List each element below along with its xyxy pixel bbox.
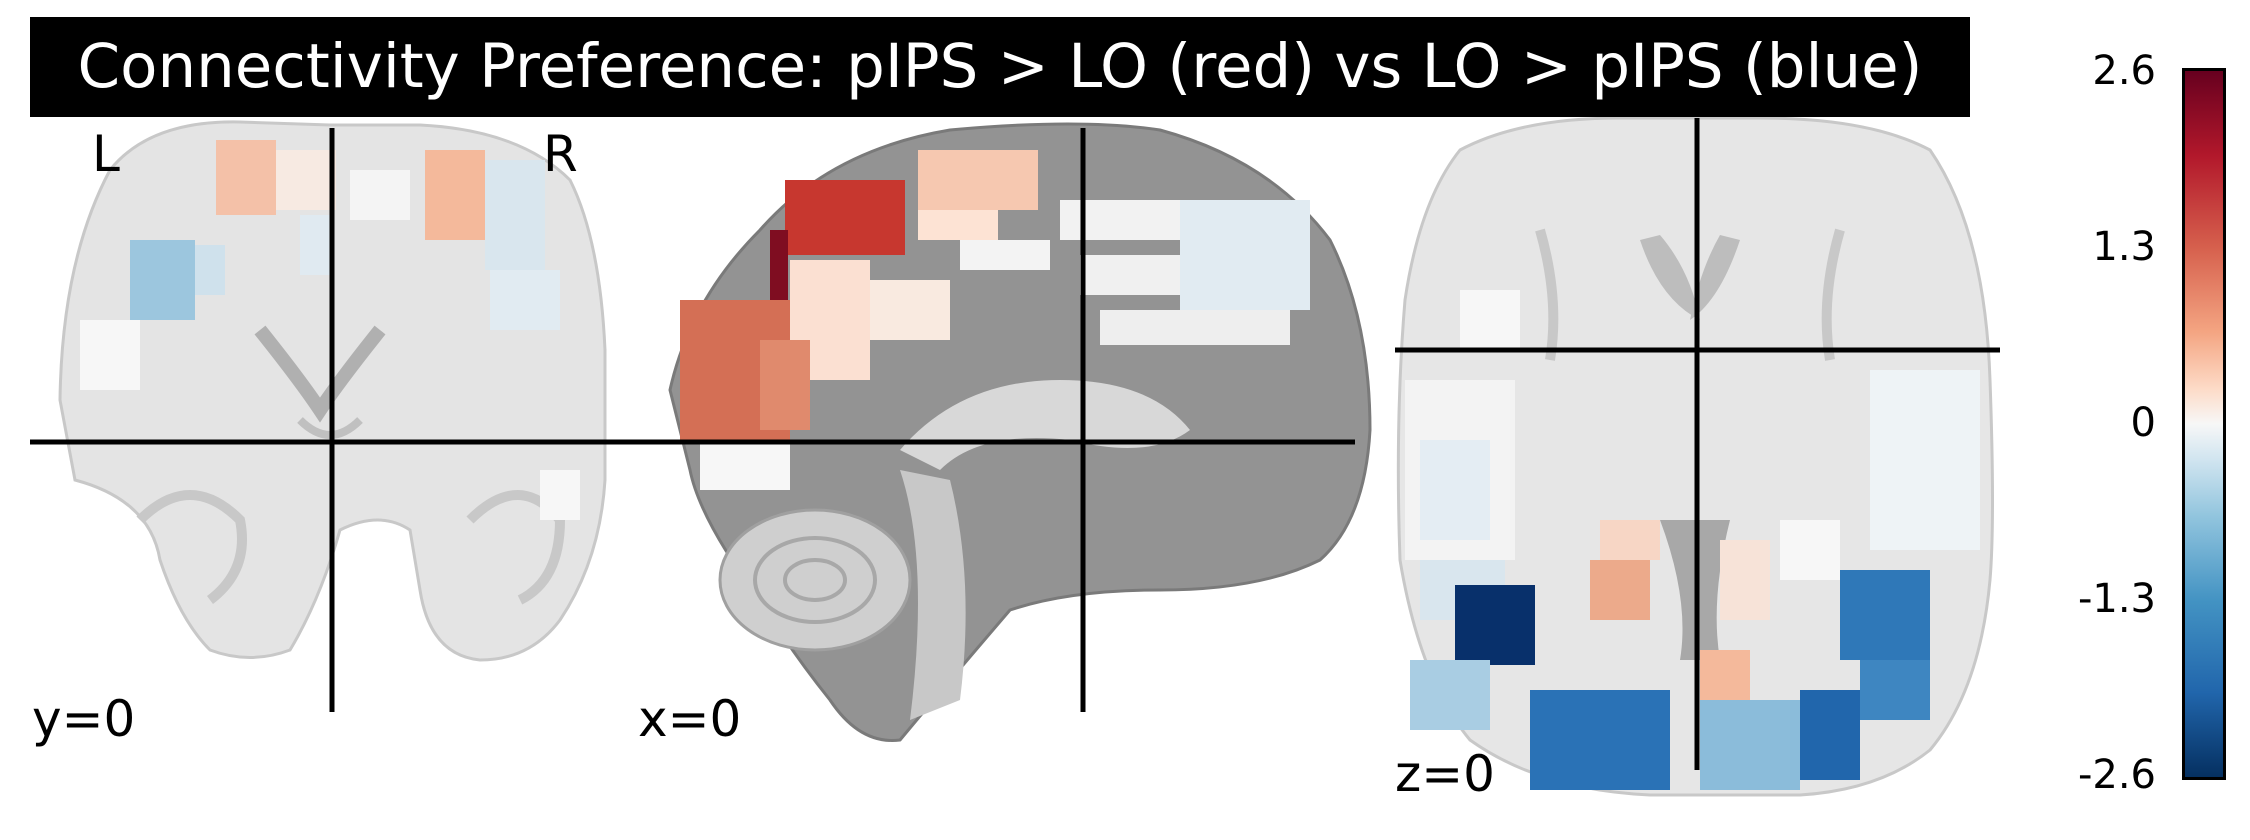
colorbar-tick-neg1.3: -1.3 <box>2077 576 2156 622</box>
orientation-left-label: L <box>92 125 120 183</box>
orientation-right-label: R <box>543 125 578 183</box>
sagittal-cut-label: x=0 <box>638 690 742 748</box>
sagittal-slice <box>605 122 1372 742</box>
axial-slice <box>1395 116 2000 797</box>
colorbar-tick-2.6: 2.6 <box>2092 48 2156 94</box>
colorbar-tick-0: 0 <box>2130 400 2156 446</box>
figure-title: Connectivity Preference: pIPS > LO (red)… <box>30 17 1970 117</box>
colorbar-tick-1.3: 1.3 <box>2092 224 2156 270</box>
coronal-cut-label: y=0 <box>32 690 136 748</box>
colorbar <box>2182 68 2226 780</box>
axial-cut-label: z=0 <box>1395 745 1495 803</box>
colorbar-tick-neg2.6: -2.6 <box>2077 752 2156 798</box>
coronal-slice <box>30 120 607 712</box>
